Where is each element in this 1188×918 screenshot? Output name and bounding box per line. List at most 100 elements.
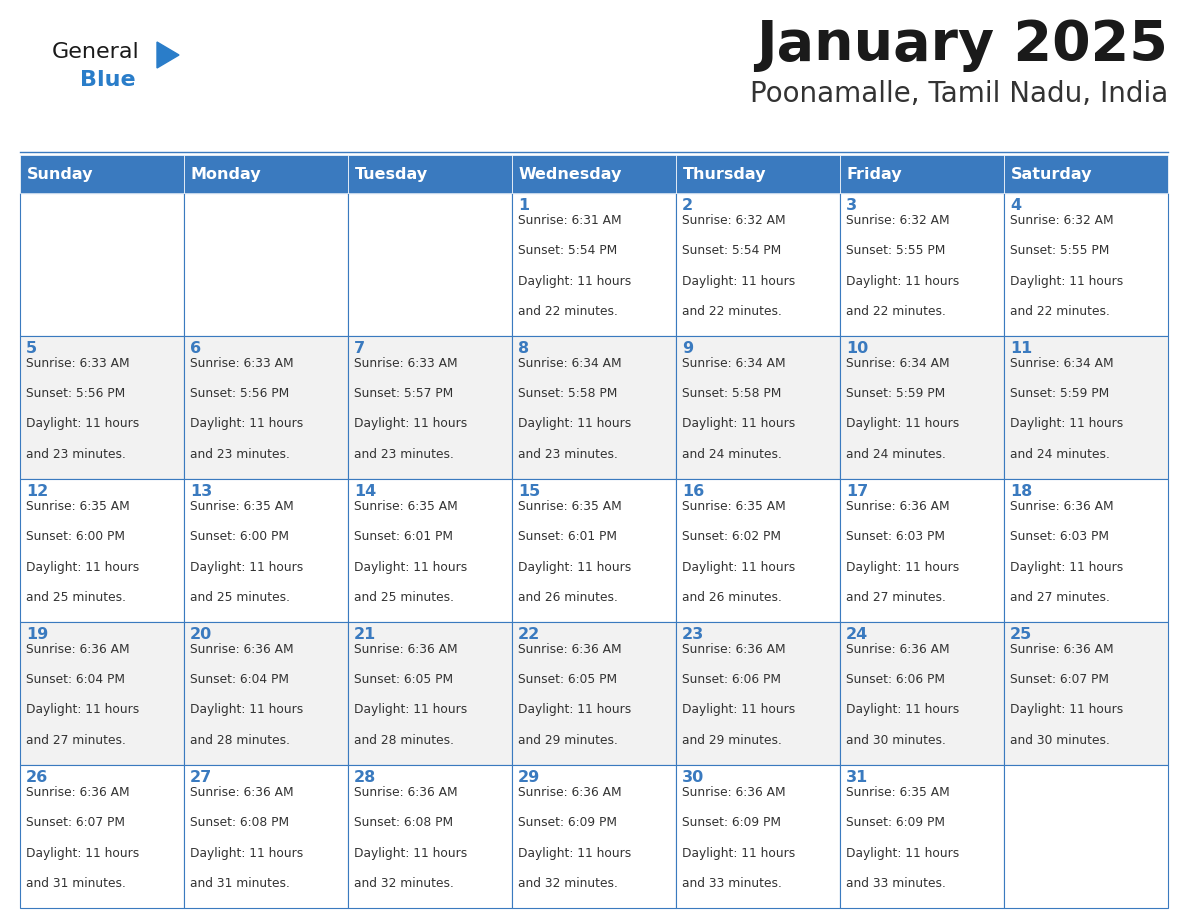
Text: Daylight: 11 hours: Daylight: 11 hours [26, 418, 139, 431]
Text: Sunrise: 6:34 AM: Sunrise: 6:34 AM [682, 357, 785, 370]
Bar [676, 622, 840, 765]
Text: Sunrise: 6:32 AM: Sunrise: 6:32 AM [682, 214, 785, 227]
Text: 30: 30 [682, 770, 704, 785]
Text: Sunset: 5:55 PM: Sunset: 5:55 PM [1010, 244, 1110, 257]
Text: Sunrise: 6:36 AM: Sunrise: 6:36 AM [26, 643, 129, 656]
Bar [512, 622, 676, 765]
Text: Sunrise: 6:36 AM: Sunrise: 6:36 AM [846, 500, 949, 513]
Text: and 33 minutes.: and 33 minutes. [682, 877, 782, 890]
Bar [676, 479, 840, 622]
Text: Sunset: 6:07 PM: Sunset: 6:07 PM [26, 816, 125, 829]
Bar [20, 765, 184, 908]
Bar [348, 479, 512, 622]
Text: Sunrise: 6:36 AM: Sunrise: 6:36 AM [26, 786, 129, 799]
Bar [348, 193, 512, 336]
Text: and 24 minutes.: and 24 minutes. [682, 448, 782, 461]
Text: 8: 8 [518, 341, 529, 356]
Polygon shape [157, 42, 179, 68]
Text: Daylight: 11 hours: Daylight: 11 hours [682, 846, 795, 859]
Text: and 31 minutes.: and 31 minutes. [26, 877, 126, 890]
Text: Sunrise: 6:35 AM: Sunrise: 6:35 AM [26, 500, 129, 513]
Text: and 22 minutes.: and 22 minutes. [518, 305, 618, 318]
Text: Sunset: 6:06 PM: Sunset: 6:06 PM [846, 673, 944, 687]
Text: Sunset: 6:06 PM: Sunset: 6:06 PM [682, 673, 781, 687]
Text: Daylight: 11 hours: Daylight: 11 hours [682, 274, 795, 287]
Text: Sunrise: 6:35 AM: Sunrise: 6:35 AM [682, 500, 785, 513]
Text: 6: 6 [190, 341, 201, 356]
Text: 24: 24 [846, 627, 868, 642]
Text: Sunset: 6:04 PM: Sunset: 6:04 PM [26, 673, 125, 687]
Text: 27: 27 [190, 770, 213, 785]
Text: Daylight: 11 hours: Daylight: 11 hours [190, 846, 303, 859]
Bar [184, 155, 348, 193]
Text: Daylight: 11 hours: Daylight: 11 hours [518, 418, 631, 431]
Text: Sunrise: 6:36 AM: Sunrise: 6:36 AM [1010, 643, 1113, 656]
Text: 28: 28 [354, 770, 377, 785]
Text: and 28 minutes.: and 28 minutes. [190, 733, 290, 746]
Text: Sunset: 5:59 PM: Sunset: 5:59 PM [846, 387, 946, 400]
Text: Sunset: 6:00 PM: Sunset: 6:00 PM [190, 531, 289, 543]
Text: 19: 19 [26, 627, 49, 642]
Text: Sunrise: 6:33 AM: Sunrise: 6:33 AM [190, 357, 293, 370]
Text: Daylight: 11 hours: Daylight: 11 hours [682, 703, 795, 717]
Text: 18: 18 [1010, 484, 1032, 499]
Text: Saturday: Saturday [1011, 166, 1093, 182]
Text: Sunset: 6:05 PM: Sunset: 6:05 PM [354, 673, 453, 687]
Text: Sunset: 5:58 PM: Sunset: 5:58 PM [682, 387, 782, 400]
Text: and 23 minutes.: and 23 minutes. [26, 448, 126, 461]
Text: January 2025: January 2025 [756, 18, 1168, 72]
Bar [512, 155, 676, 193]
Text: Daylight: 11 hours: Daylight: 11 hours [354, 418, 467, 431]
Text: Blue: Blue [80, 70, 135, 90]
Bar [840, 193, 1004, 336]
Text: and 23 minutes.: and 23 minutes. [518, 448, 618, 461]
Text: Sunrise: 6:36 AM: Sunrise: 6:36 AM [518, 786, 621, 799]
Text: Sunrise: 6:36 AM: Sunrise: 6:36 AM [190, 643, 293, 656]
Text: and 22 minutes.: and 22 minutes. [682, 305, 782, 318]
Text: 3: 3 [846, 198, 857, 213]
Bar [840, 155, 1004, 193]
Text: Sunrise: 6:36 AM: Sunrise: 6:36 AM [518, 643, 621, 656]
Bar [512, 336, 676, 479]
Text: Monday: Monday [191, 166, 261, 182]
Bar [1004, 479, 1168, 622]
Text: and 27 minutes.: and 27 minutes. [1010, 591, 1110, 604]
Text: and 26 minutes.: and 26 minutes. [682, 591, 782, 604]
Bar [1004, 193, 1168, 336]
Text: Daylight: 11 hours: Daylight: 11 hours [518, 274, 631, 287]
Text: 5: 5 [26, 341, 37, 356]
Text: Friday: Friday [847, 166, 903, 182]
Bar [1004, 336, 1168, 479]
Bar [348, 336, 512, 479]
Text: Sunset: 5:55 PM: Sunset: 5:55 PM [846, 244, 946, 257]
Text: Sunrise: 6:35 AM: Sunrise: 6:35 AM [354, 500, 457, 513]
Bar [184, 336, 348, 479]
Text: and 29 minutes.: and 29 minutes. [518, 733, 618, 746]
Bar [840, 479, 1004, 622]
Text: Sunset: 5:54 PM: Sunset: 5:54 PM [682, 244, 782, 257]
Text: and 23 minutes.: and 23 minutes. [190, 448, 290, 461]
Text: 16: 16 [682, 484, 704, 499]
Text: Daylight: 11 hours: Daylight: 11 hours [846, 703, 959, 717]
Text: and 25 minutes.: and 25 minutes. [190, 591, 290, 604]
Bar [1004, 765, 1168, 908]
Text: Sunrise: 6:33 AM: Sunrise: 6:33 AM [26, 357, 129, 370]
Text: Sunset: 6:08 PM: Sunset: 6:08 PM [354, 816, 453, 829]
Text: Sunrise: 6:31 AM: Sunrise: 6:31 AM [518, 214, 621, 227]
Bar [348, 622, 512, 765]
Text: 20: 20 [190, 627, 213, 642]
Text: Sunrise: 6:36 AM: Sunrise: 6:36 AM [1010, 500, 1113, 513]
Bar [348, 155, 512, 193]
Text: and 25 minutes.: and 25 minutes. [354, 591, 454, 604]
Text: Daylight: 11 hours: Daylight: 11 hours [518, 703, 631, 717]
Bar [20, 155, 184, 193]
Text: Sunrise: 6:34 AM: Sunrise: 6:34 AM [846, 357, 949, 370]
Text: Tuesday: Tuesday [355, 166, 428, 182]
Text: Daylight: 11 hours: Daylight: 11 hours [190, 561, 303, 574]
Text: and 32 minutes.: and 32 minutes. [518, 877, 618, 890]
Text: Daylight: 11 hours: Daylight: 11 hours [846, 274, 959, 287]
Text: Sunset: 6:09 PM: Sunset: 6:09 PM [518, 816, 617, 829]
Text: Poonamalle, Tamil Nadu, India: Poonamalle, Tamil Nadu, India [750, 80, 1168, 108]
Text: 23: 23 [682, 627, 704, 642]
Text: Sunrise: 6:36 AM: Sunrise: 6:36 AM [682, 786, 785, 799]
